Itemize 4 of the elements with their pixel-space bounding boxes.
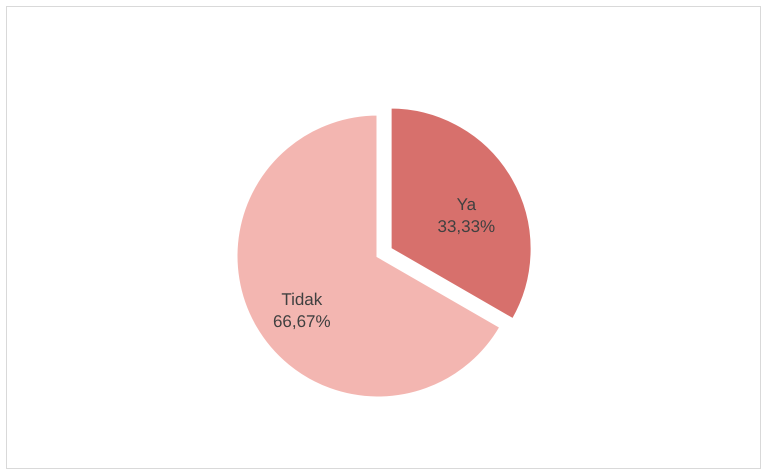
slice-label: Ya bbox=[456, 194, 477, 214]
slice-label: Tidak bbox=[281, 290, 323, 310]
data-label: 66,67% bbox=[272, 312, 331, 332]
data-label: 33,33% bbox=[437, 216, 496, 236]
